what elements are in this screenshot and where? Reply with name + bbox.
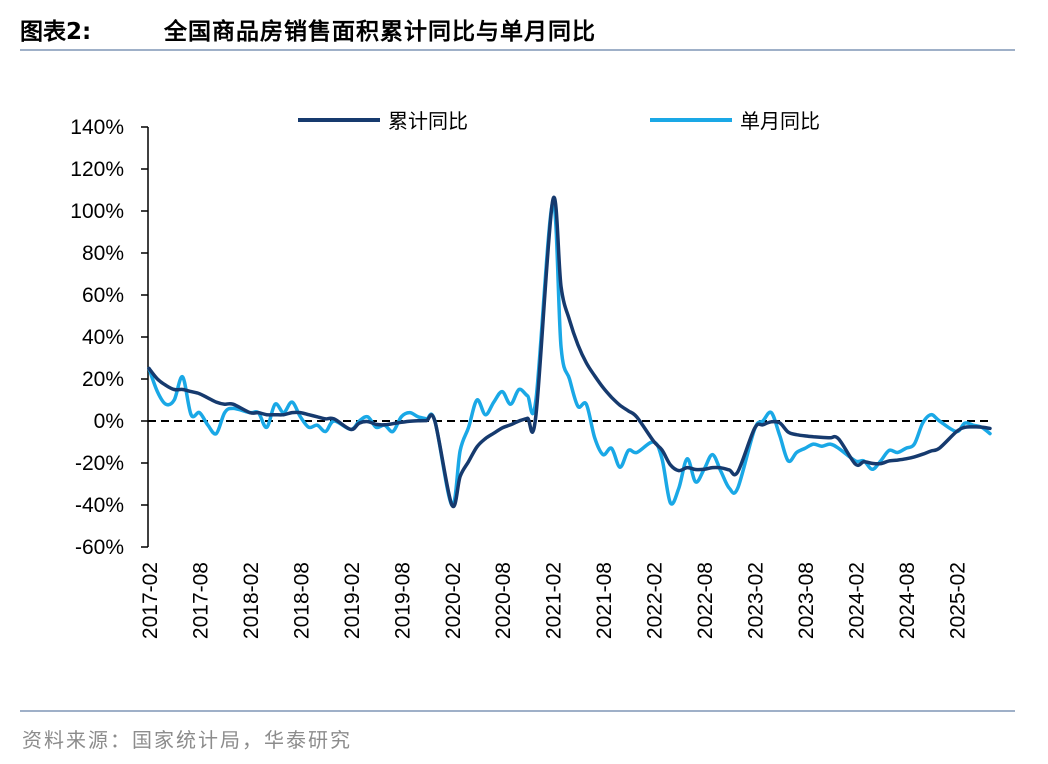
y-tick-label: 100%: [70, 200, 124, 223]
series-line-monthly: [147, 200, 992, 507]
x-tick-label: 2022-08: [694, 562, 717, 639]
x-tick-label: 2020-08: [492, 562, 515, 639]
x-tick-label: 2025-02: [946, 562, 969, 639]
x-tick-label: 2021-02: [543, 562, 566, 639]
x-tick-label: 2023-08: [795, 562, 818, 639]
chart-axes: -60% -40% -20% 0% 20% 40% 60% 80% 100% 120% 140% 20…: [70, 116, 992, 639]
x-tick-label: 2018-02: [240, 562, 263, 639]
x-tick-label: 2017-02: [139, 562, 162, 639]
x-tick-label: 2024-08: [896, 562, 919, 639]
series-layer: [147, 195, 992, 509]
y-tick-label: 40%: [82, 326, 124, 349]
source-note: 资料来源：国家统计局，华泰研究: [22, 728, 352, 752]
y-tick-label: -60%: [75, 536, 124, 559]
x-tick-label: 2020-02: [442, 562, 465, 639]
x-tick-label: 2023-02: [745, 562, 768, 639]
chart-title: 全国商品房销售面积累计同比与单月同比: [164, 19, 596, 45]
figure-number: 图表2:: [20, 19, 92, 45]
series-line-cumulative: [147, 195, 992, 509]
x-tick-label: 2019-02: [341, 562, 364, 639]
y-tick-label: 20%: [82, 368, 124, 391]
y-tick-label: 60%: [82, 284, 124, 307]
legend-label-cumulative: 累计同比: [388, 109, 468, 133]
y-tick-label: 120%: [70, 158, 124, 181]
y-tick-label: 140%: [70, 116, 124, 139]
y-tick-label: 0%: [94, 410, 124, 433]
y-tick-label: -20%: [75, 452, 124, 475]
figure-header: 图表2: 全国商品房销售面积累计同比与单月同比: [20, 10, 1015, 50]
bottom-divider: [20, 710, 1015, 712]
legend-label-monthly: 单月同比: [740, 109, 820, 133]
y-tick-label: 80%: [82, 242, 124, 265]
x-tick-label: 2024-02: [845, 562, 868, 639]
chart-legend: 累计同比 单月同比: [298, 109, 820, 133]
x-tick-label: 2021-08: [593, 562, 616, 639]
x-tick-label: 2017-08: [189, 562, 212, 639]
x-tick-label: 2019-08: [391, 562, 414, 639]
x-tick-label: 2022-02: [644, 562, 667, 639]
x-tick-label: 2018-08: [290, 562, 313, 639]
y-tick-label: -40%: [75, 494, 124, 517]
top-divider: [20, 49, 1015, 51]
